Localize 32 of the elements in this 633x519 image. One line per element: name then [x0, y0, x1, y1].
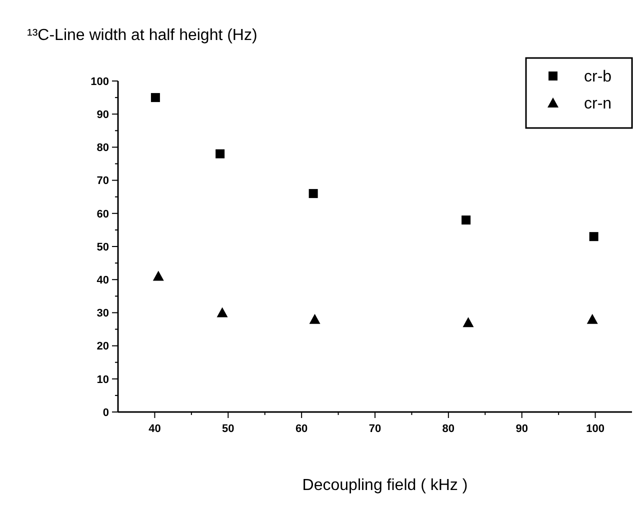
- y-tick-label: 70: [96, 175, 109, 188]
- legend-label: cr-n: [584, 96, 612, 113]
- y-tick-label: 100: [90, 76, 109, 88]
- y-tick-label: 60: [96, 208, 109, 220]
- point: [309, 314, 320, 324]
- y-tick-label: 40: [96, 274, 109, 286]
- point: [150, 93, 160, 102]
- point: [216, 149, 225, 158]
- y-tick-label: 20: [96, 340, 109, 353]
- point: [216, 307, 228, 318]
- y-tick-label: 10: [96, 374, 109, 386]
- y-axis-title: ¹³C-Line width at half height (Hz): [27, 27, 258, 44]
- y-tick-label: 90: [96, 108, 109, 121]
- y-tick-label: 80: [96, 142, 109, 154]
- x-axis-title: Decoupling field ( kHz ): [302, 477, 468, 494]
- y-tick-label: 50: [96, 241, 109, 254]
- point: [308, 189, 318, 198]
- point: [589, 232, 598, 242]
- x-tick-label: 90: [516, 423, 528, 435]
- point: [586, 314, 598, 324]
- x-tick-label: 70: [368, 423, 382, 435]
- legend-label: cr-b: [584, 68, 612, 86]
- point: [462, 317, 474, 328]
- point: [152, 270, 164, 281]
- x-tick-label: 50: [222, 423, 234, 435]
- x-tick-label: 40: [148, 423, 161, 435]
- y-tick-label: 30: [96, 308, 109, 320]
- point: [462, 216, 471, 225]
- x-tick-label: 60: [295, 423, 308, 435]
- x-tick-label: 80: [442, 423, 455, 435]
- x-tick-label: 100: [586, 423, 604, 435]
- y-tick-label: 0: [102, 406, 109, 419]
